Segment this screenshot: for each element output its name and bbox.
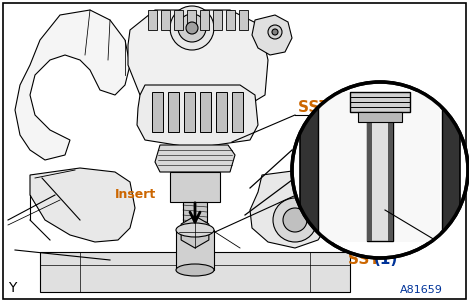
Text: (1): (1) [374,252,398,268]
Bar [187,10,196,30]
Bar [358,112,402,122]
Text: (2): (2) [323,101,348,115]
Circle shape [178,14,206,42]
Circle shape [273,198,317,242]
Ellipse shape [176,223,214,237]
Circle shape [186,22,198,34]
Text: Y: Y [8,281,16,295]
Bar [148,10,157,30]
Polygon shape [15,10,130,160]
Bar [213,10,222,30]
Bar [216,92,227,132]
Polygon shape [128,10,268,118]
Polygon shape [137,85,258,148]
Text: Insert: Insert [115,188,156,201]
Bar [232,92,243,132]
Bar [161,10,170,30]
Bar [318,92,440,242]
Bar [168,92,179,132]
Bar [350,92,410,112]
Bar [200,92,211,132]
Circle shape [283,208,307,232]
Polygon shape [181,216,209,248]
Polygon shape [30,168,135,242]
Circle shape [292,82,468,258]
Text: SST: SST [348,252,385,268]
Circle shape [170,6,214,50]
Bar [40,252,350,292]
Polygon shape [252,15,292,55]
Polygon shape [250,170,330,248]
Ellipse shape [176,264,214,276]
Bar [174,10,183,30]
Bar [183,202,207,232]
Circle shape [268,25,282,39]
Text: SST: SST [298,101,335,115]
Polygon shape [155,145,235,172]
Bar [442,92,460,242]
Circle shape [272,29,278,35]
Bar [152,92,163,132]
Text: A81659: A81659 [400,285,443,295]
Bar [184,92,195,132]
Bar [226,10,235,30]
Bar [170,172,220,202]
Bar [388,100,393,241]
Bar [367,100,393,241]
Bar [239,10,248,30]
Bar [176,230,214,270]
Bar [367,100,372,241]
Bar [200,10,209,30]
Bar [300,92,318,242]
